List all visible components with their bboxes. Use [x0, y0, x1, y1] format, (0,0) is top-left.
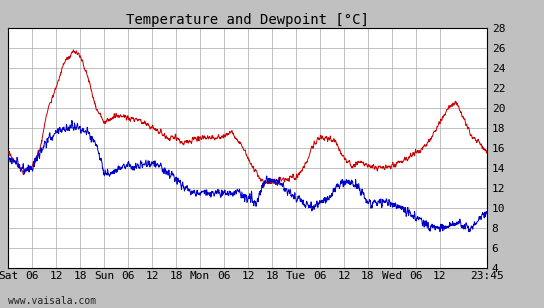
Title: Temperature and Dewpoint [°C]: Temperature and Dewpoint [°C]: [126, 13, 369, 26]
Text: www.vaisala.com: www.vaisala.com: [8, 297, 96, 306]
